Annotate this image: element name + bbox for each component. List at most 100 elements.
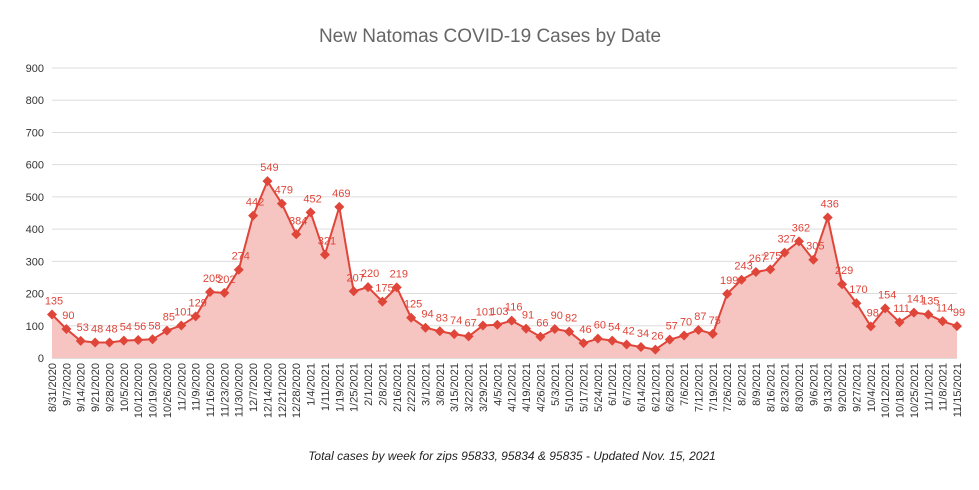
marker — [133, 334, 144, 345]
value-label: 479 — [275, 185, 293, 197]
x-tick-label: 6/21/2021 — [650, 363, 662, 412]
marker — [679, 330, 690, 341]
marker — [319, 249, 330, 260]
marker — [521, 323, 532, 334]
value-label: 274 — [232, 251, 250, 263]
value-label: 442 — [246, 197, 264, 209]
value-label: 202 — [217, 274, 235, 286]
marker — [248, 210, 259, 221]
x-tick-label: 7/12/2021 — [693, 363, 705, 412]
marker — [822, 212, 833, 223]
x-tick-label: 2/22/2021 — [406, 363, 418, 412]
marker — [707, 328, 718, 339]
x-tick-label: 11/30/2020 — [234, 363, 246, 417]
value-label: 154 — [878, 289, 896, 301]
value-label: 452 — [303, 193, 321, 205]
y-tick-label: 900 — [26, 63, 44, 75]
value-label: 98 — [867, 307, 879, 319]
x-tick-label: 9/20/2021 — [837, 363, 849, 412]
x-tick-label: 4/12/2021 — [507, 363, 519, 412]
x-tick-label: 3/29/2021 — [478, 363, 490, 412]
x-tick-label: 6/1/2021 — [607, 363, 619, 406]
value-label: 114 — [936, 302, 954, 314]
x-tick-label: 10/26/2020 — [162, 363, 174, 418]
x-tick-label: 6/28/2021 — [665, 363, 677, 412]
y-tick-label: 400 — [26, 224, 44, 236]
marker — [190, 311, 201, 322]
value-label: 26 — [651, 331, 663, 343]
x-tick-label: 9/28/2020 — [104, 363, 116, 412]
marker — [908, 307, 919, 318]
marker — [406, 312, 417, 323]
y-tick-label: 200 — [26, 289, 44, 301]
value-label: 384 — [289, 215, 307, 227]
marker — [578, 338, 589, 349]
x-tick-label: 9/14/2020 — [76, 363, 88, 412]
x-tick-label: 6/7/2021 — [622, 363, 634, 406]
marker — [592, 333, 603, 344]
x-tick-label: 5/24/2021 — [593, 363, 605, 412]
marker — [808, 254, 819, 265]
marker — [377, 296, 388, 307]
x-tick-label: 8/30/2021 — [794, 363, 806, 412]
marker — [449, 329, 460, 340]
marker — [765, 264, 776, 275]
marker — [205, 286, 216, 297]
marker — [779, 247, 790, 258]
y-tick-label: 100 — [26, 321, 44, 333]
marker — [880, 303, 891, 314]
marker — [664, 334, 675, 345]
value-label: 74 — [450, 315, 462, 327]
x-tick-label: 3/1/2021 — [420, 363, 432, 406]
marker — [291, 229, 302, 240]
marker — [391, 282, 402, 293]
marker — [492, 319, 503, 330]
marker — [621, 339, 632, 350]
marker — [635, 342, 646, 353]
marker — [952, 321, 962, 332]
marker — [233, 264, 244, 275]
value-label: 82 — [565, 313, 577, 325]
x-tick-label: 11/16/2020 — [205, 363, 217, 417]
marker — [693, 324, 704, 335]
area — [52, 181, 957, 358]
marker — [75, 335, 86, 346]
marker — [736, 274, 747, 285]
value-label: 60 — [594, 320, 606, 332]
x-tick-label: 5/3/2021 — [550, 363, 562, 406]
x-tick-label: 12/21/2020 — [277, 363, 289, 418]
value-label: 48 — [91, 324, 103, 336]
chart-title: New Natomas COVID-19 Cases by Date — [319, 26, 661, 47]
x-tick-label: 10/18/2021 — [895, 363, 907, 418]
x-tick-label: 10/5/2020 — [119, 363, 131, 412]
value-label: 141 — [907, 294, 925, 306]
value-label: 170 — [849, 284, 867, 296]
x-tick-label: 9/7/2020 — [61, 363, 73, 406]
marker — [176, 320, 187, 331]
value-label: 83 — [436, 312, 448, 324]
x-tick-label: 2/16/2021 — [392, 363, 404, 412]
value-label: 87 — [694, 311, 706, 323]
x-tick-label: 10/12/2021 — [880, 363, 892, 418]
x-tick-label: 2/1/2021 — [363, 363, 375, 406]
value-label: 67 — [464, 317, 476, 329]
value-label: 66 — [536, 318, 548, 330]
marker — [334, 201, 345, 212]
x-tick-label: 1/19/2021 — [334, 363, 346, 412]
marker — [650, 344, 661, 355]
x-tick-label: 3/22/2021 — [464, 363, 476, 412]
value-label: 305 — [806, 241, 824, 253]
value-label: 207 — [346, 272, 364, 284]
x-tick-label: 7/6/2021 — [679, 363, 691, 406]
x-tick-label: 11/23/2020 — [219, 363, 231, 417]
marker — [434, 326, 445, 337]
value-label: 58 — [148, 320, 160, 332]
x-tick-label: 7/19/2021 — [708, 363, 720, 412]
value-label: 219 — [390, 268, 408, 280]
value-label: 94 — [421, 309, 433, 321]
x-tick-label: 10/19/2020 — [148, 363, 160, 418]
value-label: 111 — [893, 303, 910, 315]
y-tick-label: 800 — [26, 95, 44, 107]
value-label: 436 — [821, 199, 839, 211]
